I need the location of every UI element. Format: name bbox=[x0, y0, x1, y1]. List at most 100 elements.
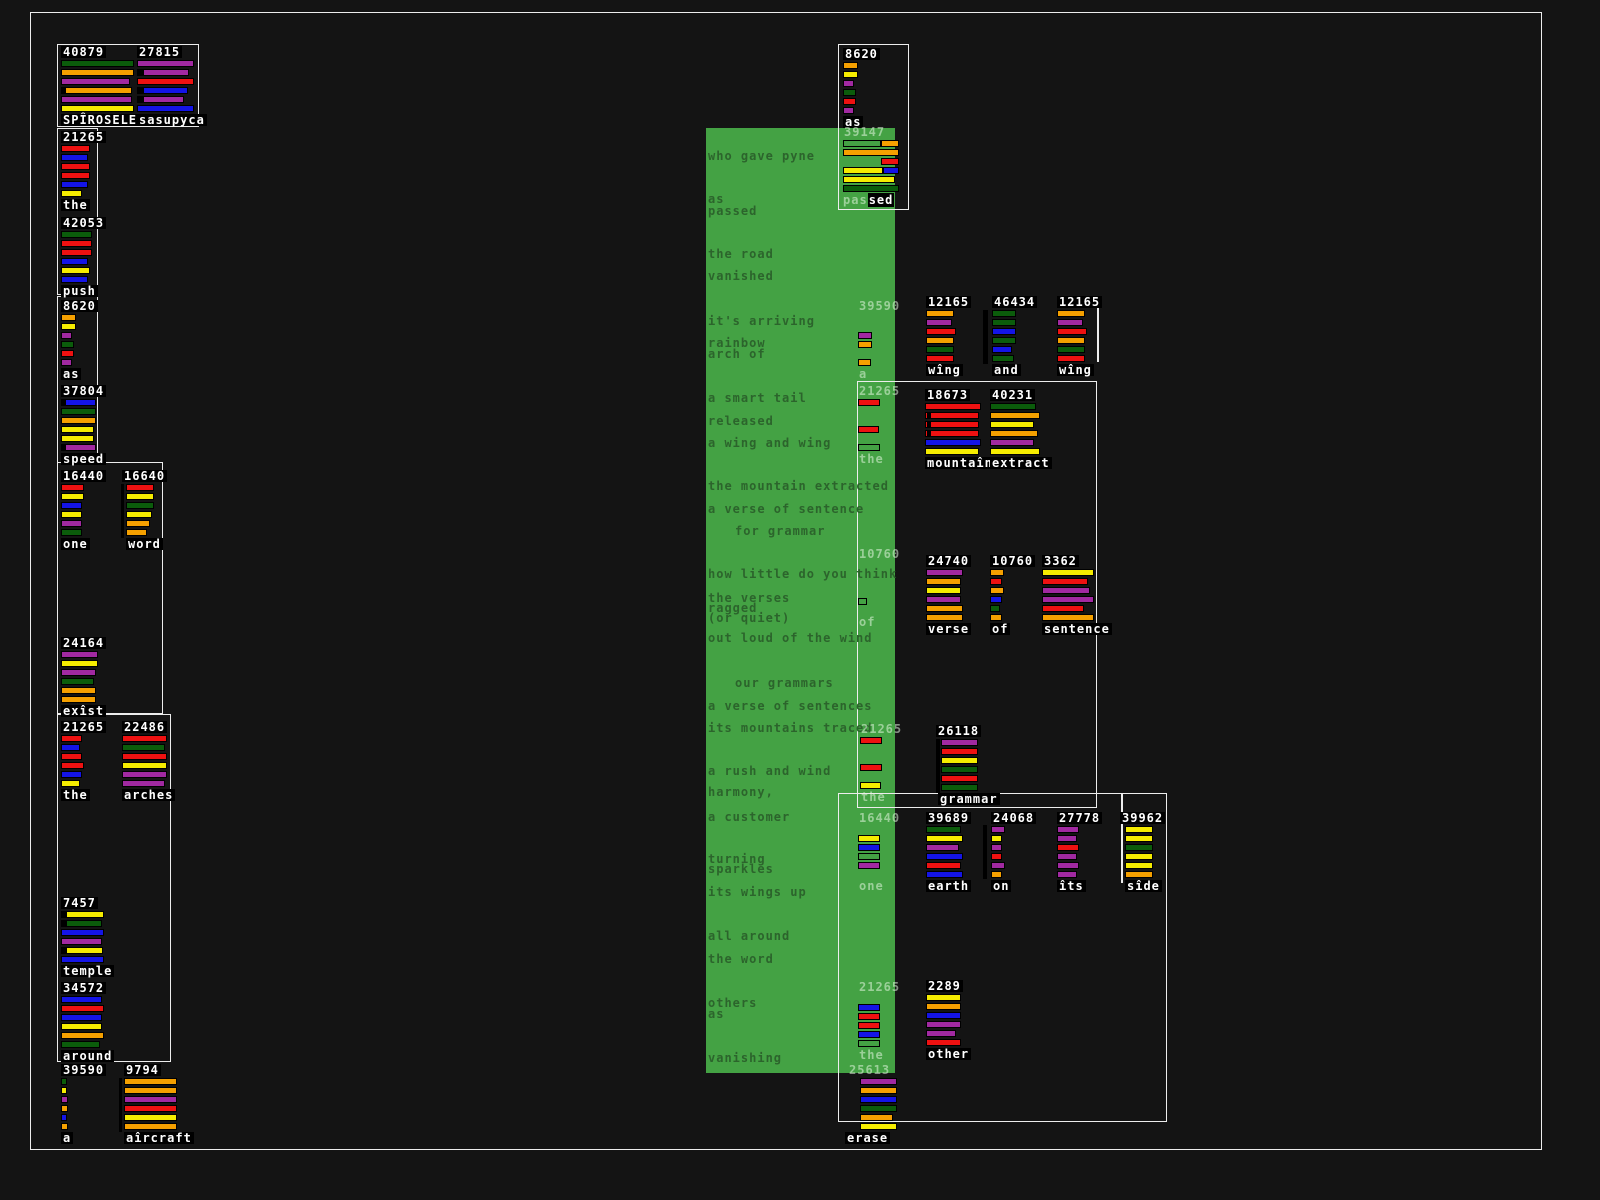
bar bbox=[61, 276, 92, 283]
outer-frame bbox=[30, 12, 1542, 1150]
poem-line: how little do you think bbox=[708, 567, 898, 581]
bar-segment bbox=[1057, 835, 1077, 842]
bar-segment bbox=[61, 529, 82, 536]
bar-segment bbox=[991, 853, 1002, 860]
bar-segment bbox=[1057, 826, 1079, 833]
bar bbox=[858, 844, 880, 851]
bar-segment bbox=[990, 421, 1034, 428]
bar-segment bbox=[843, 167, 883, 174]
as-left-label: as bbox=[61, 367, 82, 381]
the-2-bars bbox=[61, 735, 84, 789]
bar bbox=[61, 258, 92, 265]
bar-segment bbox=[61, 520, 82, 527]
bar-segment bbox=[61, 678, 94, 685]
bar bbox=[926, 614, 963, 621]
bar bbox=[858, 562, 868, 569]
bar bbox=[1057, 319, 1087, 326]
bar-segment bbox=[61, 753, 82, 760]
bar-segment bbox=[991, 844, 1002, 851]
bar bbox=[61, 1087, 68, 1094]
bar bbox=[941, 775, 978, 782]
bar-segment bbox=[1057, 319, 1083, 326]
bar-segment bbox=[61, 947, 66, 954]
bar bbox=[860, 764, 882, 771]
one-count: 16440 bbox=[61, 469, 107, 483]
bar-segment bbox=[860, 1078, 897, 1085]
bar-segment bbox=[61, 1014, 102, 1021]
bar bbox=[926, 587, 963, 594]
bar-segment bbox=[843, 149, 899, 156]
bar bbox=[1042, 578, 1094, 585]
word-label: word bbox=[126, 537, 163, 551]
bar bbox=[843, 149, 899, 156]
bar-segment bbox=[65, 87, 132, 94]
bar-segment bbox=[1042, 605, 1084, 612]
bar bbox=[1042, 587, 1094, 594]
one-bars bbox=[61, 484, 84, 538]
bar bbox=[1042, 614, 1094, 621]
bar bbox=[61, 493, 84, 500]
bar bbox=[61, 426, 96, 433]
the-green-2-label: the bbox=[861, 790, 886, 804]
bar bbox=[843, 140, 899, 147]
as-top-middle-count: 8620 bbox=[843, 47, 880, 61]
divider-wing-row bbox=[1097, 296, 1099, 362]
bar bbox=[860, 1096, 897, 1103]
bar bbox=[926, 1030, 961, 1037]
poem-line: ragged bbox=[708, 601, 758, 615]
bar-segment bbox=[860, 1114, 893, 1121]
bar bbox=[1057, 835, 1079, 842]
side-label: sîde bbox=[1125, 879, 1162, 893]
poem-line: sparkles bbox=[708, 862, 774, 876]
bar bbox=[926, 605, 963, 612]
bar bbox=[61, 735, 84, 742]
bar bbox=[124, 1096, 177, 1103]
poem-line: for grammar bbox=[735, 524, 826, 538]
bar bbox=[1057, 862, 1079, 869]
top-middle-box bbox=[838, 44, 909, 210]
bar-segment bbox=[858, 444, 880, 451]
bar bbox=[990, 614, 1004, 621]
bar bbox=[61, 145, 90, 152]
bar-segment bbox=[61, 426, 94, 433]
bar bbox=[61, 753, 84, 760]
bar bbox=[926, 862, 963, 869]
bar-segment bbox=[858, 1031, 880, 1038]
bar-segment bbox=[843, 80, 854, 87]
bar bbox=[137, 105, 194, 112]
wing-2-bars bbox=[1057, 310, 1087, 364]
bar-segment bbox=[143, 87, 188, 94]
stripe-aircraft bbox=[119, 1078, 122, 1132]
bar bbox=[61, 502, 84, 509]
bar bbox=[858, 607, 868, 614]
passed-label: passed bbox=[843, 193, 895, 207]
bar bbox=[61, 780, 84, 787]
of-count: 10760 bbox=[990, 554, 1036, 568]
bar bbox=[61, 444, 96, 451]
poem-line: a wing and wing bbox=[708, 436, 832, 450]
bar-segment bbox=[926, 835, 963, 842]
bar-segment bbox=[926, 319, 952, 326]
bar bbox=[122, 744, 167, 751]
bar-segment bbox=[926, 337, 954, 344]
spiroselekt-bars bbox=[61, 60, 134, 114]
bar-segment bbox=[61, 87, 65, 94]
bar-segment bbox=[61, 920, 66, 927]
bar-segment bbox=[61, 771, 82, 778]
bar bbox=[843, 107, 858, 114]
bar bbox=[860, 755, 882, 762]
bar bbox=[991, 871, 1005, 878]
bar bbox=[858, 399, 880, 406]
push-bars bbox=[61, 231, 92, 285]
bar-segment bbox=[1125, 862, 1153, 869]
arches-bars bbox=[122, 735, 167, 789]
bar-segment bbox=[61, 660, 98, 667]
passed-label-faint-part: pas bbox=[843, 193, 868, 207]
the-1-bars bbox=[61, 145, 90, 199]
bar-segment bbox=[992, 355, 1014, 362]
and-label: and bbox=[992, 363, 1021, 377]
bar bbox=[991, 844, 1005, 851]
stripe-on bbox=[983, 825, 987, 879]
grammar-bars bbox=[941, 739, 978, 793]
bar bbox=[1057, 844, 1079, 851]
